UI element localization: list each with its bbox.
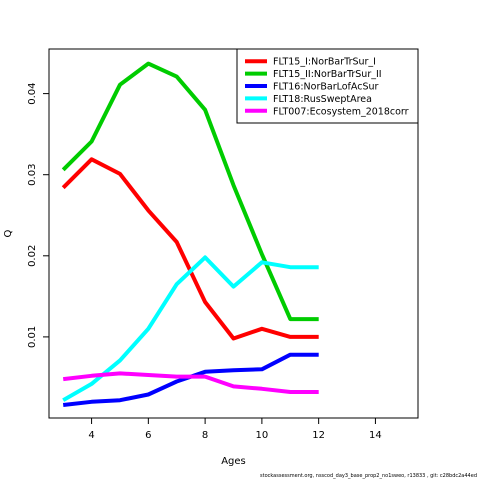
x-axis: 4 6 8 10 12 14	[88, 418, 382, 441]
legend-label: FLT007:Ecosystem_2018corr	[273, 106, 409, 117]
plot-frame	[48, 48, 419, 419]
legend-label: FLT18:RusSweptArea	[273, 94, 372, 105]
x-tick-label: 12	[312, 430, 325, 441]
series-line	[61, 61, 319, 322]
series-line	[62, 352, 319, 407]
y-tick-label: 0.04	[27, 82, 38, 104]
legend: FLT15_I:NorBarTrSur_IFLT15_II:NorBarTrSu…	[236, 48, 419, 124]
legend-label: FLT16:NorBarLofAcSur	[273, 82, 378, 93]
y-axis-label: Q	[3, 229, 14, 237]
x-tick-label: 14	[369, 430, 382, 441]
series-line	[61, 157, 319, 341]
x-tick-label: 10	[256, 430, 269, 441]
x-axis-label: Ages	[221, 456, 246, 467]
x-tick-label: 8	[202, 430, 208, 441]
legend-box	[236, 48, 419, 124]
legend-label: FLT15_I:NorBarTrSur_I	[273, 57, 376, 68]
y-tick-label: 0.01	[27, 326, 38, 348]
series-lines	[61, 61, 319, 407]
y-tick-label: 0.02	[27, 245, 38, 267]
y-axis: 0.01 0.02 0.03 0.04	[27, 82, 49, 348]
x-tick-label: 6	[145, 430, 151, 441]
footer-credit: stockassessment.org, nsscod_day3_base_pr…	[260, 473, 477, 479]
series-line	[62, 255, 319, 402]
x-tick-label: 4	[88, 430, 94, 441]
legend-label: FLT15_II:NorBarTrSur_II	[273, 69, 382, 80]
series-line	[62, 371, 319, 394]
y-tick-label: 0.03	[27, 164, 38, 186]
